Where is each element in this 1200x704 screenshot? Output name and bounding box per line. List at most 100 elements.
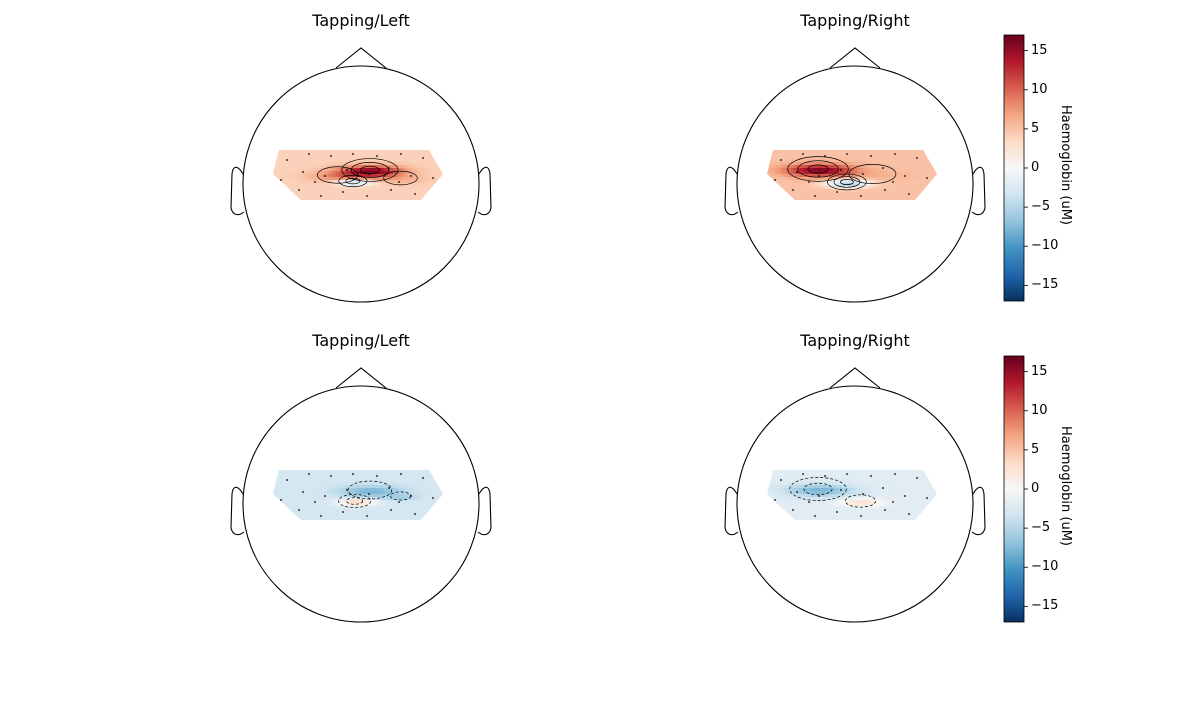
heatmap-cell <box>438 494 442 498</box>
heatmap-cell <box>830 189 834 193</box>
heatmap-cell <box>423 183 427 187</box>
heatmap-cell <box>438 506 442 510</box>
heatmap-cell <box>420 168 424 172</box>
heatmap-cell <box>288 159 292 163</box>
heatmap-cell <box>845 198 849 200</box>
heatmap-cell <box>917 491 921 495</box>
heatmap-cell <box>923 195 927 199</box>
heatmap-cell <box>905 180 909 184</box>
heatmap-cell <box>432 518 436 520</box>
heatmap-cell <box>369 512 373 516</box>
heatmap-cell <box>935 156 937 160</box>
heatmap-cell <box>806 494 810 498</box>
sensor-dot <box>882 167 884 169</box>
heatmap-cell <box>875 473 879 477</box>
heatmap-cell <box>312 518 316 520</box>
heatmap-cell <box>432 506 436 510</box>
heatmap-cell <box>432 189 436 193</box>
heatmap-cell <box>420 174 424 178</box>
heatmap-cell <box>411 503 415 507</box>
heatmap-cell <box>839 500 843 504</box>
heatmap-cell <box>896 159 900 163</box>
heatmap-cell <box>806 512 810 516</box>
heatmap-cell <box>378 171 382 175</box>
heatmap-cell <box>318 153 322 157</box>
heatmap-cell <box>893 476 897 480</box>
heatmap-cell <box>890 189 894 193</box>
heatmap-cell <box>929 186 933 190</box>
heatmap-cell <box>285 500 289 504</box>
heatmap-cell <box>324 503 328 507</box>
heatmap-cell <box>327 488 331 492</box>
heatmap-cell <box>300 156 304 160</box>
heatmap-cell <box>360 503 364 507</box>
heatmap-cell <box>860 183 864 187</box>
heatmap-cell <box>833 494 837 498</box>
heatmap-cell <box>842 494 846 498</box>
heatmap-cell <box>375 192 379 196</box>
head-outline <box>242 385 480 623</box>
heatmap-cell <box>390 491 394 495</box>
heatmap-cell <box>893 192 897 196</box>
heatmap-cell <box>357 485 361 489</box>
heatmap-cell <box>324 512 328 516</box>
heatmap-cell <box>378 491 382 495</box>
heatmap-cell <box>288 494 292 498</box>
heatmap-cell <box>854 159 858 163</box>
heatmap-cell <box>806 195 810 199</box>
heatmap-cell <box>378 509 382 513</box>
heatmap-cell <box>405 515 409 519</box>
heatmap-cell <box>363 156 367 160</box>
heatmap-cell <box>354 156 358 160</box>
heatmap-cell <box>884 482 888 486</box>
heatmap-cell <box>327 482 331 486</box>
heatmap-cell <box>821 174 825 178</box>
heatmap-cell <box>923 500 927 504</box>
heatmap-cell <box>357 189 361 193</box>
heatmap-cell <box>920 162 924 166</box>
heatmap-cell <box>812 470 816 474</box>
heatmap-cell <box>363 512 367 516</box>
heatmap-cell <box>345 497 349 501</box>
heatmap-cell <box>330 485 334 489</box>
heatmap-cell <box>878 156 882 160</box>
heatmap-cell <box>426 482 430 486</box>
heatmap-cell <box>429 497 433 501</box>
heatmap-cell <box>390 171 394 175</box>
heatmap-cell <box>836 189 840 193</box>
heatmap-cell <box>926 195 930 199</box>
heatmap-cell <box>375 168 379 172</box>
heatmap-cell <box>366 482 370 486</box>
heatmap-cell <box>273 171 277 175</box>
heatmap-cell <box>878 518 882 520</box>
heatmap-cell <box>297 153 301 157</box>
heatmap-cell <box>273 195 277 199</box>
heatmap-cell <box>339 150 343 154</box>
heatmap-cell <box>378 485 382 489</box>
heatmap-cell <box>899 153 903 157</box>
heatmap-cell <box>779 180 783 184</box>
heatmap-cell <box>297 174 301 178</box>
heatmap-cell <box>815 177 819 181</box>
heatmap-cell <box>911 156 915 160</box>
heatmap-cell <box>917 470 921 474</box>
heatmap-cell <box>824 503 828 507</box>
heatmap-cell <box>914 171 918 175</box>
heatmap-cell <box>773 159 777 163</box>
heatmap-cell <box>794 509 798 513</box>
heatmap-cell <box>779 494 783 498</box>
heatmap-cell <box>363 168 367 172</box>
head-outline <box>736 65 974 303</box>
heatmap-cell <box>276 171 280 175</box>
heatmap-cell <box>303 509 307 513</box>
heatmap-cell <box>354 497 358 501</box>
heatmap-cell <box>309 509 313 513</box>
heatmap-cell <box>369 186 373 190</box>
heatmap-cell <box>905 482 909 486</box>
heatmap-cell <box>803 177 807 181</box>
heatmap-cell <box>785 506 789 510</box>
heatmap-cell <box>914 491 918 495</box>
heatmap-cell <box>875 189 879 193</box>
heatmap-cell <box>300 174 304 178</box>
heatmap-cell <box>357 156 361 160</box>
